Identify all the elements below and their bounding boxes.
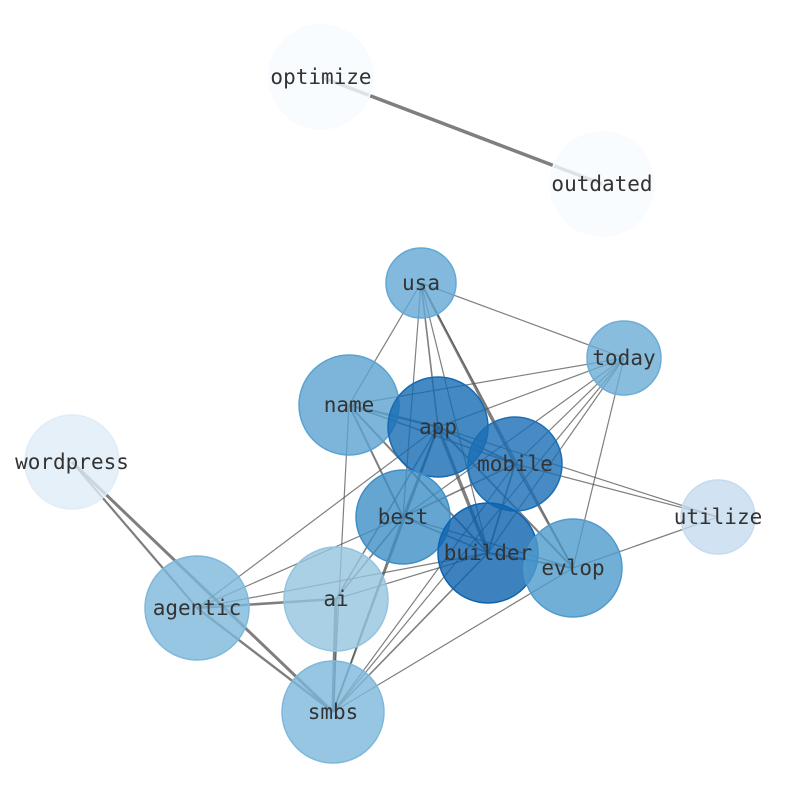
- node-agentic: [144, 555, 250, 661]
- node-mobile: [467, 416, 563, 512]
- node-best: [355, 469, 451, 565]
- node-builder: [437, 502, 539, 604]
- node-name: [298, 354, 400, 456]
- node-today: [586, 320, 662, 396]
- node-evlop: [523, 518, 623, 618]
- node-utilize: [680, 479, 756, 555]
- node-optimize: [268, 24, 374, 130]
- node-wordpress: [24, 414, 120, 510]
- node-usa: [385, 247, 457, 319]
- node-ai: [283, 546, 389, 652]
- node-outdated: [549, 131, 655, 237]
- node-smbs: [281, 660, 385, 764]
- nodes-layer: [24, 24, 756, 764]
